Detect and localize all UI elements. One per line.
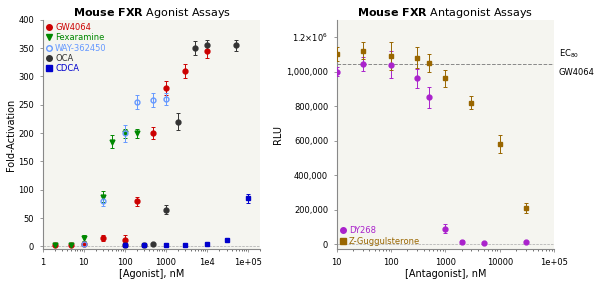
- Text: GW4064: GW4064: [559, 68, 595, 77]
- X-axis label: [Antagonist], nM: [Antagonist], nM: [405, 269, 486, 280]
- X-axis label: [Agonist], nM: [Agonist], nM: [119, 269, 184, 280]
- Text: EC$_{80}$: EC$_{80}$: [559, 47, 579, 60]
- Legend: GW4064, Fexaramine, WAY-362450, OCA, CDCA: GW4064, Fexaramine, WAY-362450, OCA, CDC…: [45, 22, 107, 74]
- Title: $\mathbf{Mouse\ FXR}$ Antagonist Assays: $\mathbf{Mouse\ FXR}$ Antagonist Assays: [358, 5, 533, 20]
- Y-axis label: RLU: RLU: [274, 125, 283, 144]
- Title: $\mathbf{Mouse\ FXR}$ Agonist Assays: $\mathbf{Mouse\ FXR}$ Agonist Assays: [73, 5, 230, 20]
- Legend: DY268, Z-Guggulsterone: DY268, Z-Guggulsterone: [339, 225, 421, 247]
- Y-axis label: Fold-Activation: Fold-Activation: [5, 98, 16, 171]
